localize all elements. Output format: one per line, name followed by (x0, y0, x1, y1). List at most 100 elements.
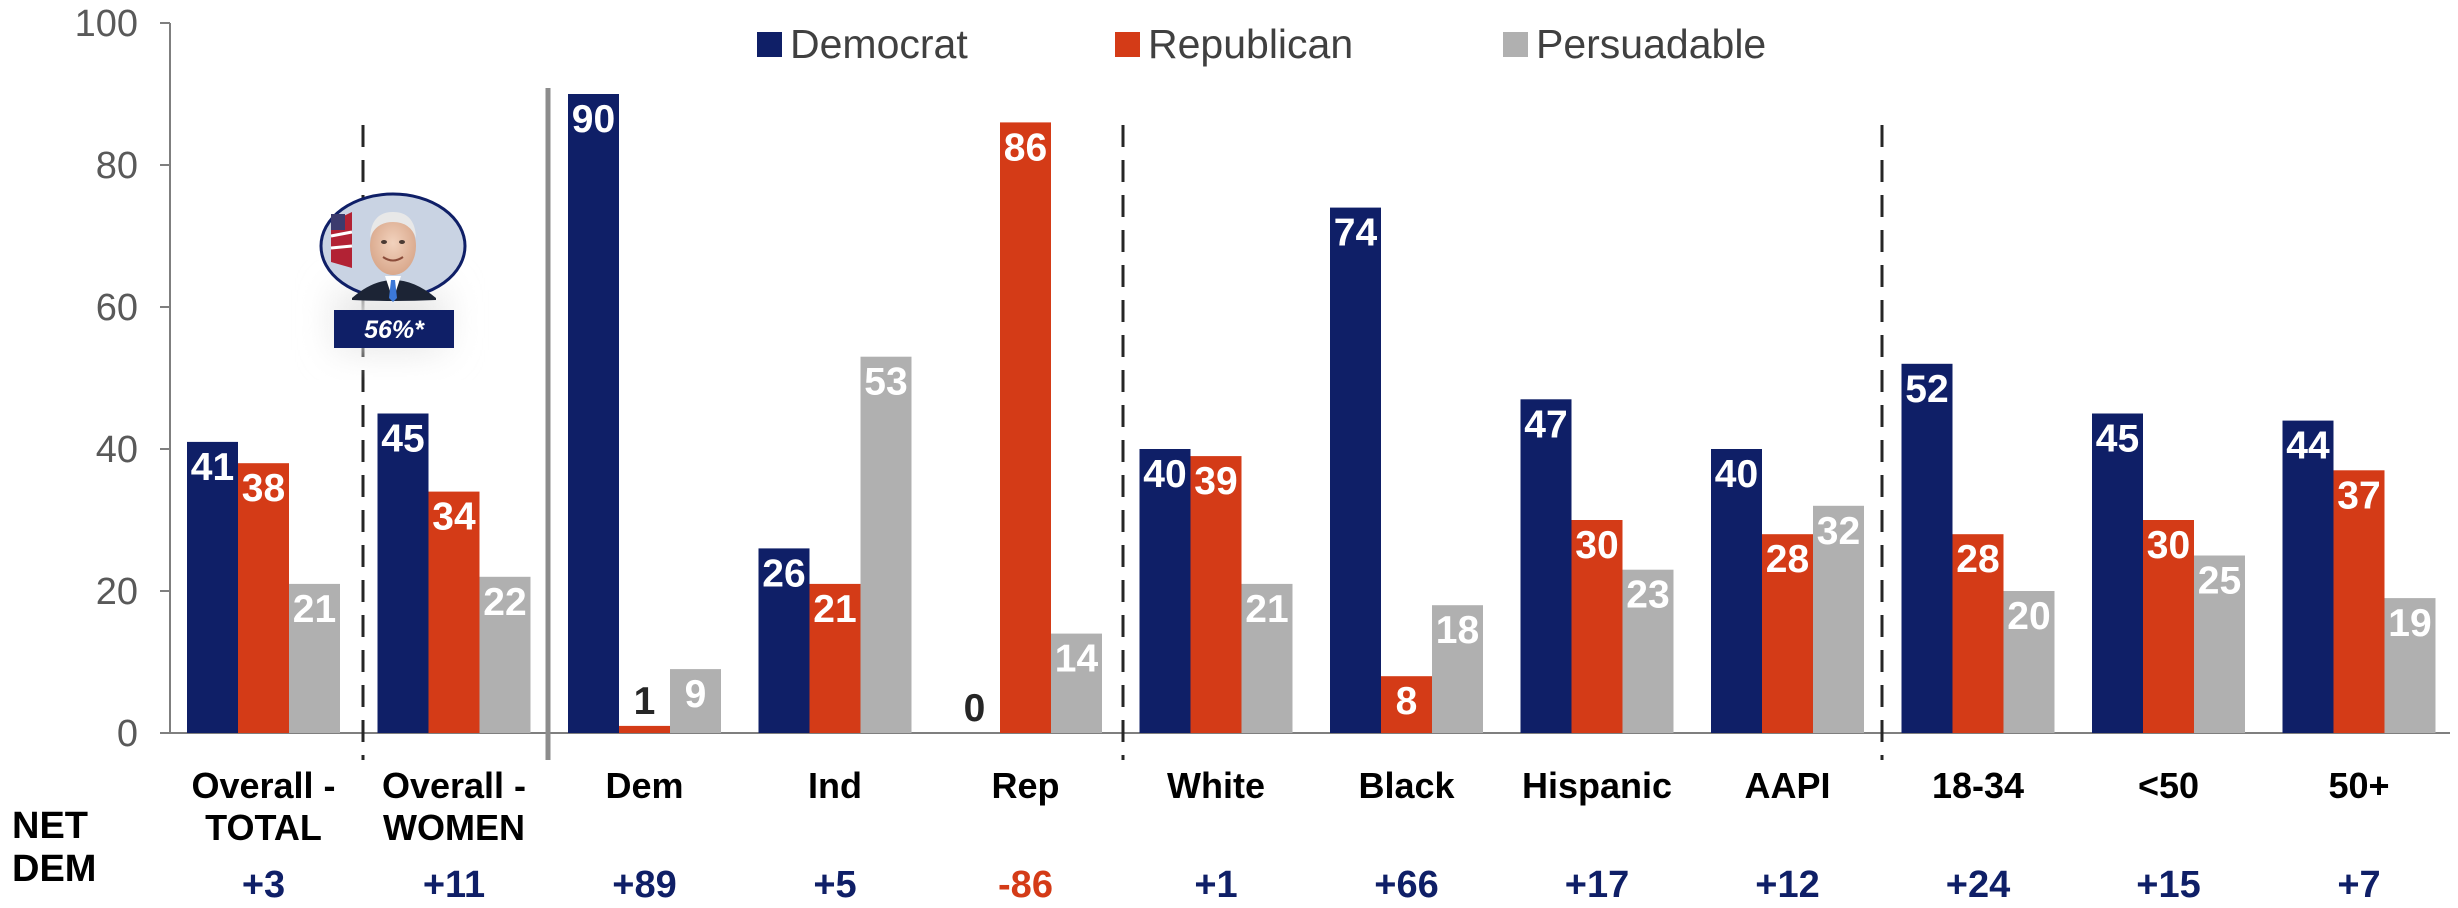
net-dem-value: -86 (998, 864, 1053, 906)
joe-biden-portrait (319, 192, 467, 302)
bar-republican (238, 463, 289, 733)
bar-persuadable (1622, 569, 1674, 733)
legend-swatch-republican (1115, 32, 1140, 57)
legend-swatch-democrat (757, 32, 782, 57)
data-label-republican: 39 (1194, 460, 1237, 503)
data-label-persuadable: 23 (1626, 574, 1669, 617)
data-label-republican: 37 (2337, 474, 2380, 517)
bar-persuadable (2194, 555, 2245, 733)
bar-persuadable (1051, 633, 1102, 733)
bar-democrat (2092, 413, 2143, 733)
data-label-persuadable: 18 (1436, 609, 1479, 652)
category-label: Dem (605, 765, 683, 806)
bar-republican (1571, 520, 1623, 733)
bar-republican (2143, 520, 2194, 733)
bar-persuadable (2003, 591, 2055, 733)
data-label-democrat: 52 (1905, 368, 1948, 411)
data-label-democrat: 47 (1524, 403, 1567, 446)
category-label: AAPI (1744, 765, 1830, 806)
bar-persuadable (289, 583, 340, 733)
annotation-badge (334, 310, 454, 348)
legend: Democrat Republican Persuadable (757, 21, 1766, 67)
category-label: White (1167, 765, 1265, 806)
data-label-persuadable: 32 (1817, 510, 1860, 553)
data-label-persuadable: 20 (2007, 595, 2050, 638)
y-tick-label: 0 (117, 713, 138, 755)
category-label: <50 (2138, 765, 2199, 806)
bar-democrat (187, 441, 238, 733)
net-dem-value: +7 (2337, 864, 2380, 906)
bar-democrat (1711, 449, 1762, 733)
candidate-annotation: 56%* (319, 192, 467, 350)
category-label: Overall - (382, 765, 526, 806)
bar-democrat (2282, 420, 2334, 733)
data-label-republican: 21 (813, 588, 856, 631)
net-dem-value: +12 (1755, 864, 1819, 906)
y-tick-label: 80 (96, 145, 138, 187)
data-label-persuadable: 21 (1245, 588, 1288, 631)
data-label-republican: 1 (634, 680, 656, 723)
category-label: 18-34 (1932, 765, 2024, 806)
bar-democrat (568, 94, 619, 733)
data-label-republican: 28 (1956, 538, 1999, 581)
net-dem-value: +5 (813, 864, 856, 906)
data-label-democrat: 45 (381, 418, 424, 461)
y-tick-label: 40 (96, 429, 138, 471)
category-label: Hispanic (1522, 765, 1672, 806)
legend-label-democrat: Democrat (790, 21, 968, 67)
data-label-persuadable: 14 (1055, 638, 1099, 681)
category-label: WOMEN (383, 807, 525, 848)
category-label: TOTAL (205, 807, 322, 848)
data-label-persuadable: 21 (293, 588, 336, 631)
net-dem-value: +66 (1374, 864, 1438, 906)
data-label-democrat: 41 (191, 446, 234, 489)
y-tick-label: 60 (96, 287, 138, 329)
data-label-democrat: 74 (1334, 212, 1378, 255)
data-label-republican: 30 (2147, 524, 2190, 567)
net-dem-title: DEM (12, 848, 96, 890)
net-dem-value: +11 (423, 864, 485, 906)
data-label-republican: 28 (1766, 538, 1809, 581)
data-label-republican: 38 (242, 467, 285, 510)
bar-republican (1000, 122, 1051, 733)
data-label-democrat: 0 (964, 687, 986, 730)
bar-persuadable (479, 576, 531, 733)
data-label-democrat: 40 (1715, 453, 1758, 496)
bar-persuadable (1241, 583, 1293, 733)
data-label-democrat: 44 (2286, 425, 2330, 468)
net-dem-value: +3 (242, 864, 285, 906)
data-label-democrat: 90 (572, 98, 615, 141)
data-label-democrat: 45 (2096, 418, 2139, 461)
data-label-democrat: 40 (1143, 453, 1186, 496)
data-label-persuadable: 9 (685, 673, 707, 716)
bar-persuadable (1813, 505, 1864, 733)
net-dem-value: +15 (2136, 864, 2200, 906)
net-dem-title: NET (12, 805, 88, 847)
bar-democrat (1330, 207, 1381, 734)
y-tick-label: 100 (75, 3, 138, 45)
legend-label-persuadable: Persuadable (1536, 21, 1766, 67)
net-dem-value: +1 (1194, 864, 1237, 906)
bar-republican (1952, 534, 2004, 733)
bar-persuadable (2384, 598, 2436, 733)
category-label: 50+ (2328, 765, 2389, 806)
bar-republican (428, 491, 480, 733)
bar-persuadable (1432, 605, 1483, 733)
data-label-republican: 30 (1575, 524, 1618, 567)
bar-republican (809, 583, 861, 733)
category-label: Overall - (191, 765, 335, 806)
bar-republican (619, 725, 670, 733)
bar-democrat (1520, 399, 1572, 733)
bar-persuadable (670, 669, 721, 733)
net-dem-value: +89 (612, 864, 676, 906)
net-dem-value: +17 (1565, 864, 1629, 906)
bar-republican (1190, 456, 1242, 733)
bar-republican (2333, 470, 2385, 733)
data-label-republican: 86 (1004, 126, 1047, 169)
bar-democrat (758, 548, 810, 733)
axes: 0 20 40 60 80 100 (75, 3, 2450, 755)
data-label-persuadable: 22 (483, 581, 526, 624)
